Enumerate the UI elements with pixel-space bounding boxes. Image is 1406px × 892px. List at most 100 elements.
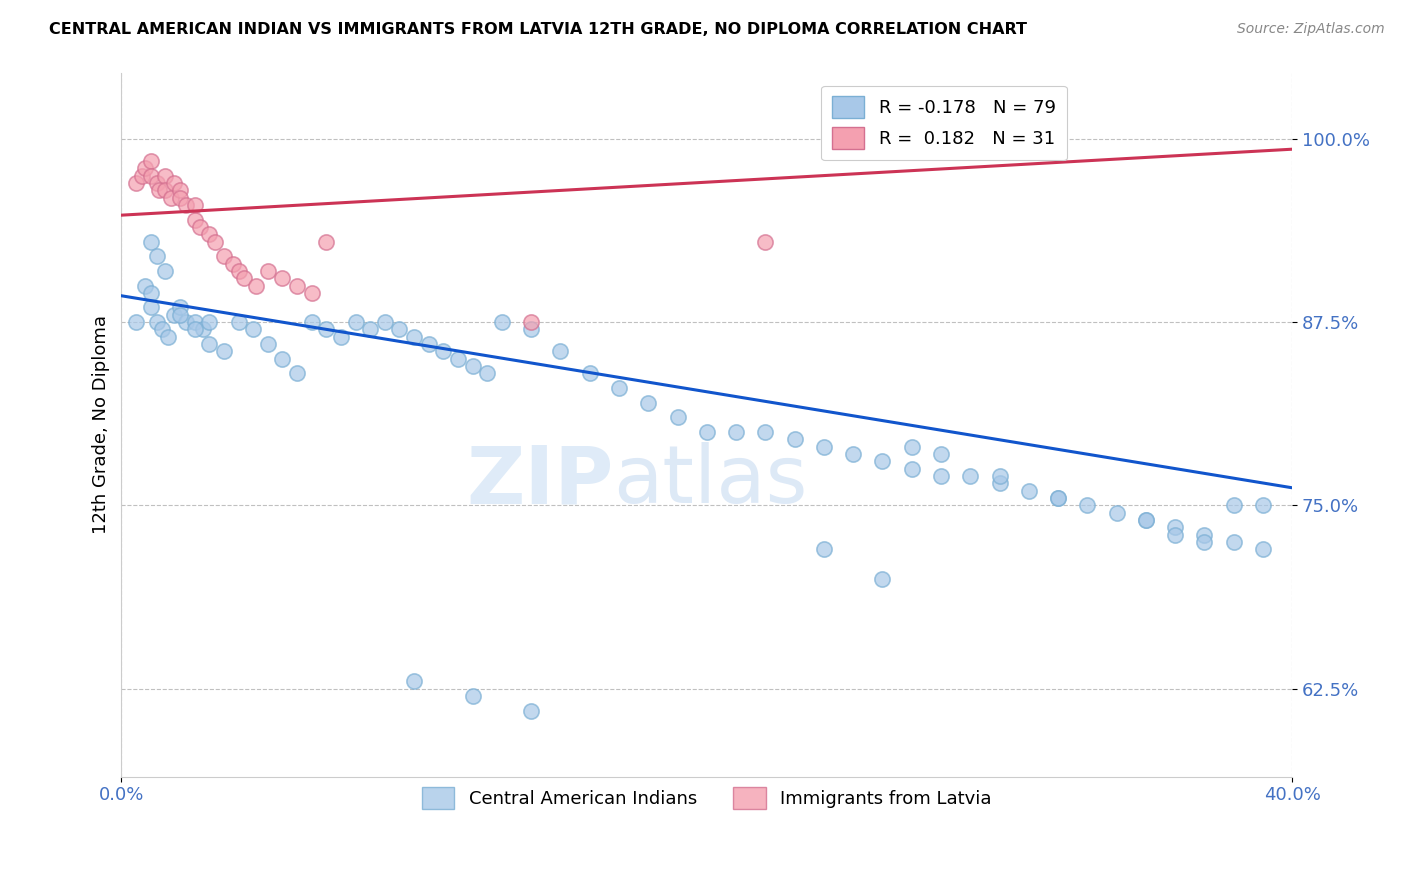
Point [271,351,294,366]
Point [359,322,381,336]
Point [1076,499,1098,513]
Point [1194,535,1216,549]
Point [169,308,191,322]
Point [233,271,256,285]
Point [696,425,718,439]
Point [183,198,205,212]
Point [134,161,156,176]
Point [344,315,367,329]
Point [491,315,513,329]
Point [578,367,600,381]
Point [1251,499,1274,513]
Point [212,249,235,263]
Point [872,454,894,468]
Y-axis label: 12th Grade, No Diploma: 12th Grade, No Diploma [93,315,110,534]
Point [520,322,543,336]
Point [1018,483,1040,498]
Text: CENTRAL AMERICAN INDIAN VS IMMIGRANTS FROM LATVIA 12TH GRADE, NO DIPLOMA CORRELA: CENTRAL AMERICAN INDIAN VS IMMIGRANTS FR… [49,22,1028,37]
Point [139,301,162,315]
Point [900,461,922,475]
Point [520,704,543,718]
Point [134,278,156,293]
Point [447,351,470,366]
Point [988,469,1011,483]
Legend: Central American Indians, Immigrants from Latvia: Central American Indians, Immigrants fro… [411,777,1002,821]
Point [929,469,952,483]
Point [1194,527,1216,541]
Point [637,396,659,410]
Point [388,322,411,336]
Point [988,476,1011,491]
Point [139,285,162,300]
Point [139,235,162,249]
Point [550,344,572,359]
Point [148,183,170,197]
Point [1222,535,1244,549]
Point [1164,520,1187,534]
Point [131,169,153,183]
Point [145,249,167,263]
Point [193,322,215,336]
Point [174,315,197,329]
Point [157,330,180,344]
Point [1047,491,1070,505]
Point [145,176,167,190]
Point [842,447,865,461]
Point [155,169,177,183]
Point [374,315,396,329]
Point [418,337,440,351]
Point [477,367,499,381]
Point [152,322,174,336]
Point [461,359,484,373]
Point [160,190,183,204]
Point [900,440,922,454]
Text: ZIP: ZIP [465,442,613,520]
Point [813,440,835,454]
Point [315,235,337,249]
Point [155,183,177,197]
Point [139,153,162,168]
Point [959,469,981,483]
Point [607,381,630,395]
Point [190,219,212,234]
Point [285,367,308,381]
Point [813,542,835,557]
Point [1251,542,1274,557]
Point [285,278,308,293]
Point [198,337,221,351]
Point [256,337,278,351]
Point [1135,513,1157,527]
Point [245,278,267,293]
Point [404,330,426,344]
Point [301,315,323,329]
Point [1164,527,1187,541]
Point [432,344,454,359]
Point [174,198,197,212]
Point [872,572,894,586]
Point [301,285,323,300]
Point [315,322,337,336]
Point [404,674,426,689]
Point [125,315,148,329]
Point [520,315,543,329]
Point [271,271,294,285]
Point [461,689,484,703]
Point [228,264,250,278]
Point [183,212,205,227]
Point [783,433,806,447]
Point [169,301,191,315]
Point [204,235,226,249]
Point [125,176,148,190]
Point [145,315,167,329]
Point [221,256,243,270]
Point [163,176,186,190]
Point [666,410,689,425]
Point [212,344,235,359]
Point [330,330,353,344]
Text: atlas: atlas [613,442,807,520]
Point [1222,499,1244,513]
Point [183,315,205,329]
Point [163,308,186,322]
Point [155,264,177,278]
Point [1105,506,1128,520]
